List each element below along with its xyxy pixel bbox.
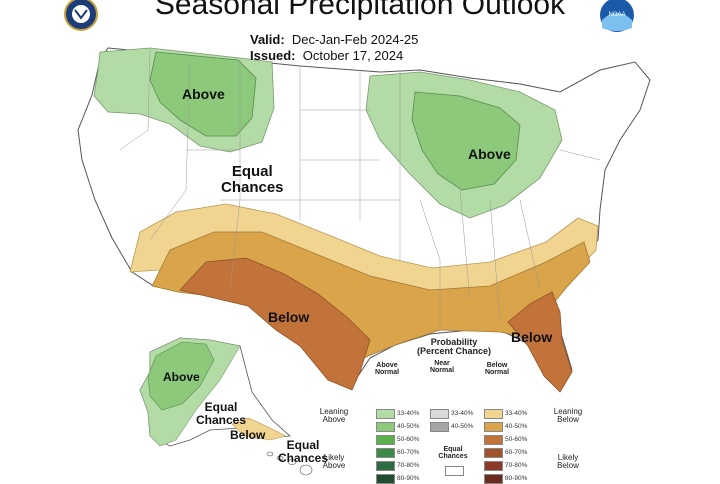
label-equal-hawaii-2: Chances xyxy=(278,450,329,465)
label-equal-alaska-2: Chances xyxy=(196,412,247,427)
alaska-above-dark xyxy=(147,341,215,411)
legend-below-3-label: 60-70% xyxy=(505,449,528,456)
label-equal-alaska: Equal Chances xyxy=(196,401,246,426)
legend-title-1: Probability xyxy=(430,337,478,347)
legend-near-0-label: 33-40% xyxy=(451,410,474,417)
legend-below-5-swatch xyxy=(484,474,503,484)
issued-line: Issued: October 17, 2024 xyxy=(250,48,403,63)
label-equal-hawaii: Equal Chances xyxy=(278,439,328,464)
legend-title: Probability (Percent Chance) xyxy=(404,337,504,357)
valid-label: Valid: xyxy=(250,32,285,47)
legend-above-1-swatch xyxy=(376,422,395,432)
label-equal-hawaii-1: Equal xyxy=(286,438,320,452)
label-equal-center: Equal Chances xyxy=(221,164,284,196)
label-equal-center-1: Equal xyxy=(231,163,273,180)
legend-above-2-label: 50-60% xyxy=(397,436,420,443)
label-below-alaska: Below xyxy=(230,428,266,442)
legend-above-1-label: 40-50% xyxy=(397,423,420,430)
label-equal-alaska-1: Equal xyxy=(204,400,238,414)
below-dark-sw xyxy=(179,257,371,391)
hawaii-islands xyxy=(266,451,313,476)
legend-below-0-label: 33-40% xyxy=(505,410,528,417)
legend-near-0-swatch xyxy=(430,409,449,419)
legend-likely-above: Likely Above xyxy=(322,453,346,471)
label-above-greatlakes: Above xyxy=(468,146,511,162)
legend-above-5-swatch xyxy=(376,474,395,484)
doc-seal-icon xyxy=(64,0,98,31)
legend-col-above: Above Normal xyxy=(374,362,400,377)
legend-below-1-swatch xyxy=(484,422,503,432)
above-gl-dark xyxy=(411,91,521,191)
legend-col-near: Near Normal xyxy=(429,360,455,375)
label-equal-center-2: Chances xyxy=(221,178,284,196)
state-lines xyxy=(119,49,601,330)
noaa-logo-icon: NOAA xyxy=(600,0,634,32)
above-nw-dark xyxy=(149,51,257,137)
below-dark-se xyxy=(507,291,573,393)
alaska-below-light xyxy=(231,417,287,441)
label-below-southwest: Below xyxy=(268,309,310,325)
legend-below-0-swatch xyxy=(484,409,503,419)
legend-below-4-label: 70-80% xyxy=(505,462,528,469)
issued-label: Issued: xyxy=(250,48,296,63)
legend-near-1-label: 40-50% xyxy=(451,423,474,430)
noaa-text: NOAA xyxy=(608,12,625,18)
legend-near-1-swatch xyxy=(430,422,449,432)
legend-below-2-label: 50-60% xyxy=(505,436,528,443)
legend-below-5-label: 80-90% xyxy=(505,475,528,482)
legend-below-2-swatch xyxy=(484,435,503,445)
legend-title-2: (Percent Chance) xyxy=(416,346,492,357)
legend-leaning-above: Leaning Above xyxy=(319,407,349,425)
legend-above-5-label: 80-90% xyxy=(397,475,420,482)
legend-equal-chances: Equal Chances xyxy=(438,446,468,461)
legend-above-2-swatch xyxy=(376,435,395,445)
legend-above-3-swatch xyxy=(376,448,395,458)
legend-above-0-swatch xyxy=(376,409,395,419)
valid-line: Valid: Dec-Jan-Feb 2024-25 xyxy=(250,32,418,47)
legend-above-3-label: 60-70% xyxy=(397,449,420,456)
legend-below-3-swatch xyxy=(484,448,503,458)
legend-below-1-label: 40-50% xyxy=(505,423,528,430)
legend-above-4-swatch xyxy=(376,461,395,471)
legend-above-0-label: 33-40% xyxy=(397,410,420,417)
legend-below-4-swatch xyxy=(484,461,503,471)
issued-value: October 17, 2024 xyxy=(302,48,404,63)
legend-above-4-label: 70-80% xyxy=(397,462,420,469)
label-above-northwest: Above xyxy=(182,86,225,102)
legend-equal-swatch xyxy=(445,466,464,476)
legend-likely-below: Likely Below xyxy=(557,453,579,471)
page-title: Seasonal Precipitation Outlook xyxy=(154,0,566,21)
label-above-alaska: Above xyxy=(163,370,200,384)
label-below-southeast: Below xyxy=(511,329,553,345)
legend-col-below: Below Normal xyxy=(484,362,510,377)
probability-legend: Probability (Percent Chance) Above Norma… xyxy=(312,337,596,484)
legend-leaning-below: Leaning Below xyxy=(553,407,583,425)
valid-value: Dec-Jan-Feb 2024-25 xyxy=(291,32,419,47)
